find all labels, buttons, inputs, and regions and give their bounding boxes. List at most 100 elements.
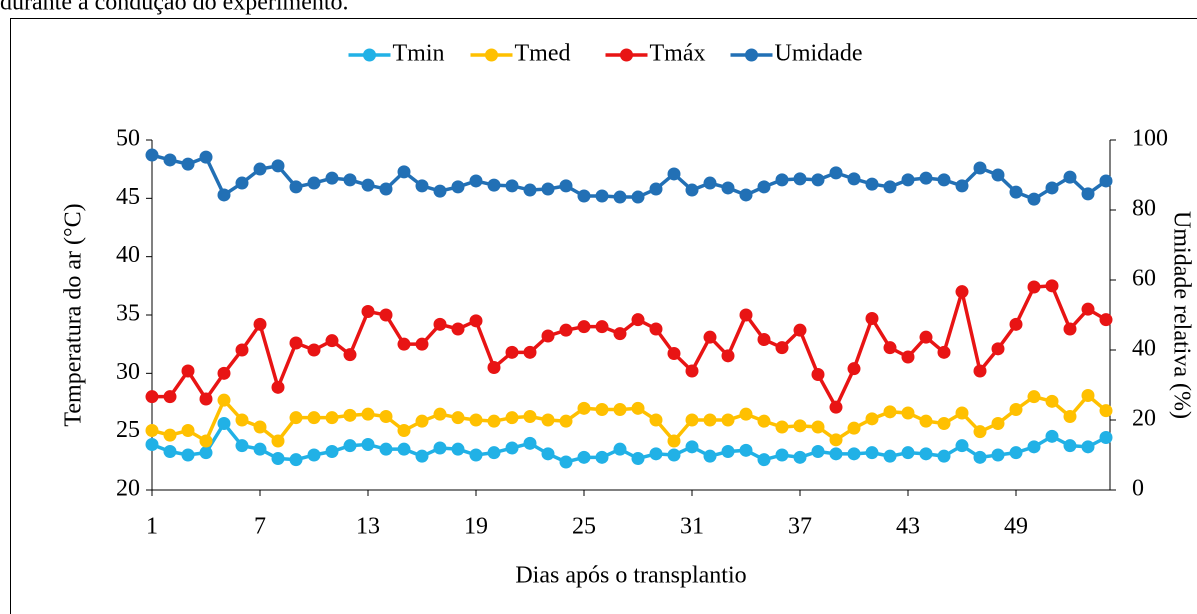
- point: [775, 173, 789, 187]
- point: [667, 347, 681, 360]
- point: [793, 323, 807, 337]
- point: [361, 305, 375, 318]
- point: [667, 448, 681, 462]
- point: [217, 393, 231, 407]
- point: [1081, 187, 1095, 201]
- point: [217, 366, 231, 380]
- point: [577, 450, 591, 464]
- point: [667, 167, 681, 181]
- x-tick-label: 43: [896, 514, 920, 540]
- point: [739, 443, 753, 457]
- x-tick-label: 1: [146, 514, 158, 540]
- point: [505, 441, 519, 455]
- x-tick-label: 19: [464, 514, 488, 540]
- y-tick-label: 30: [116, 359, 140, 385]
- point: [343, 439, 357, 453]
- point: [505, 179, 519, 193]
- y2-tick-label: 20: [1132, 406, 1156, 432]
- point: [955, 439, 969, 453]
- point: [847, 362, 861, 376]
- point: [1027, 390, 1041, 404]
- point: [1099, 313, 1113, 327]
- point: [163, 428, 177, 442]
- point: [325, 411, 339, 425]
- point: [1027, 440, 1041, 454]
- point: [163, 153, 177, 167]
- point: [1045, 279, 1059, 293]
- point: [595, 189, 609, 203]
- point: [1081, 302, 1095, 316]
- x-tick-label: 25: [572, 514, 596, 540]
- point: [397, 442, 411, 456]
- point: [541, 182, 555, 196]
- point: [487, 446, 501, 460]
- point: [181, 364, 195, 378]
- point: [811, 420, 825, 434]
- point: [253, 162, 267, 176]
- point: [253, 420, 267, 434]
- point: [883, 449, 897, 463]
- point: [937, 345, 951, 359]
- point: [739, 407, 753, 421]
- point: [397, 337, 411, 351]
- point: [685, 183, 699, 197]
- point: [595, 450, 609, 464]
- x-tick-label: 49: [1004, 514, 1028, 540]
- point: [145, 424, 159, 437]
- point: [361, 407, 375, 421]
- point: [433, 317, 447, 331]
- point: [811, 445, 825, 458]
- point: [469, 174, 483, 188]
- point: [289, 180, 303, 194]
- point: [847, 447, 861, 461]
- point: [361, 438, 375, 451]
- point: [397, 165, 411, 179]
- point: [973, 425, 987, 439]
- point: [541, 413, 555, 427]
- point: [199, 434, 213, 448]
- x-axis-label: Dias após o transplantio: [515, 563, 746, 589]
- legend-marker: [620, 48, 633, 62]
- point: [1045, 429, 1059, 443]
- point: [991, 342, 1005, 356]
- point: [901, 173, 915, 187]
- x-tick-label: 37: [788, 514, 812, 540]
- point: [757, 453, 771, 467]
- point: [919, 171, 933, 185]
- point: [433, 407, 447, 421]
- point: [919, 447, 933, 461]
- point: [757, 180, 771, 194]
- point: [1045, 181, 1059, 195]
- point: [289, 411, 303, 425]
- point: [325, 445, 339, 458]
- point: [181, 448, 195, 462]
- point: [865, 177, 879, 191]
- point: [631, 313, 645, 327]
- point: [577, 189, 591, 203]
- point: [487, 414, 501, 428]
- point: [973, 364, 987, 378]
- point: [217, 417, 231, 430]
- point: [325, 334, 339, 348]
- point: [235, 439, 249, 453]
- point: [559, 323, 573, 337]
- point: [829, 400, 843, 414]
- point: [145, 148, 159, 162]
- point: [559, 414, 573, 428]
- point: [955, 285, 969, 299]
- point: [721, 349, 735, 363]
- point: [163, 445, 177, 458]
- point: [415, 337, 429, 351]
- y-axis-label: Temperatura do ar (°C): [61, 203, 87, 426]
- point: [685, 364, 699, 378]
- point: [1063, 322, 1077, 336]
- point: [919, 330, 933, 344]
- point: [289, 453, 303, 467]
- point: [181, 157, 195, 171]
- point: [595, 320, 609, 334]
- point: [523, 410, 537, 423]
- point: [883, 180, 897, 194]
- point: [613, 190, 627, 204]
- point: [253, 442, 267, 456]
